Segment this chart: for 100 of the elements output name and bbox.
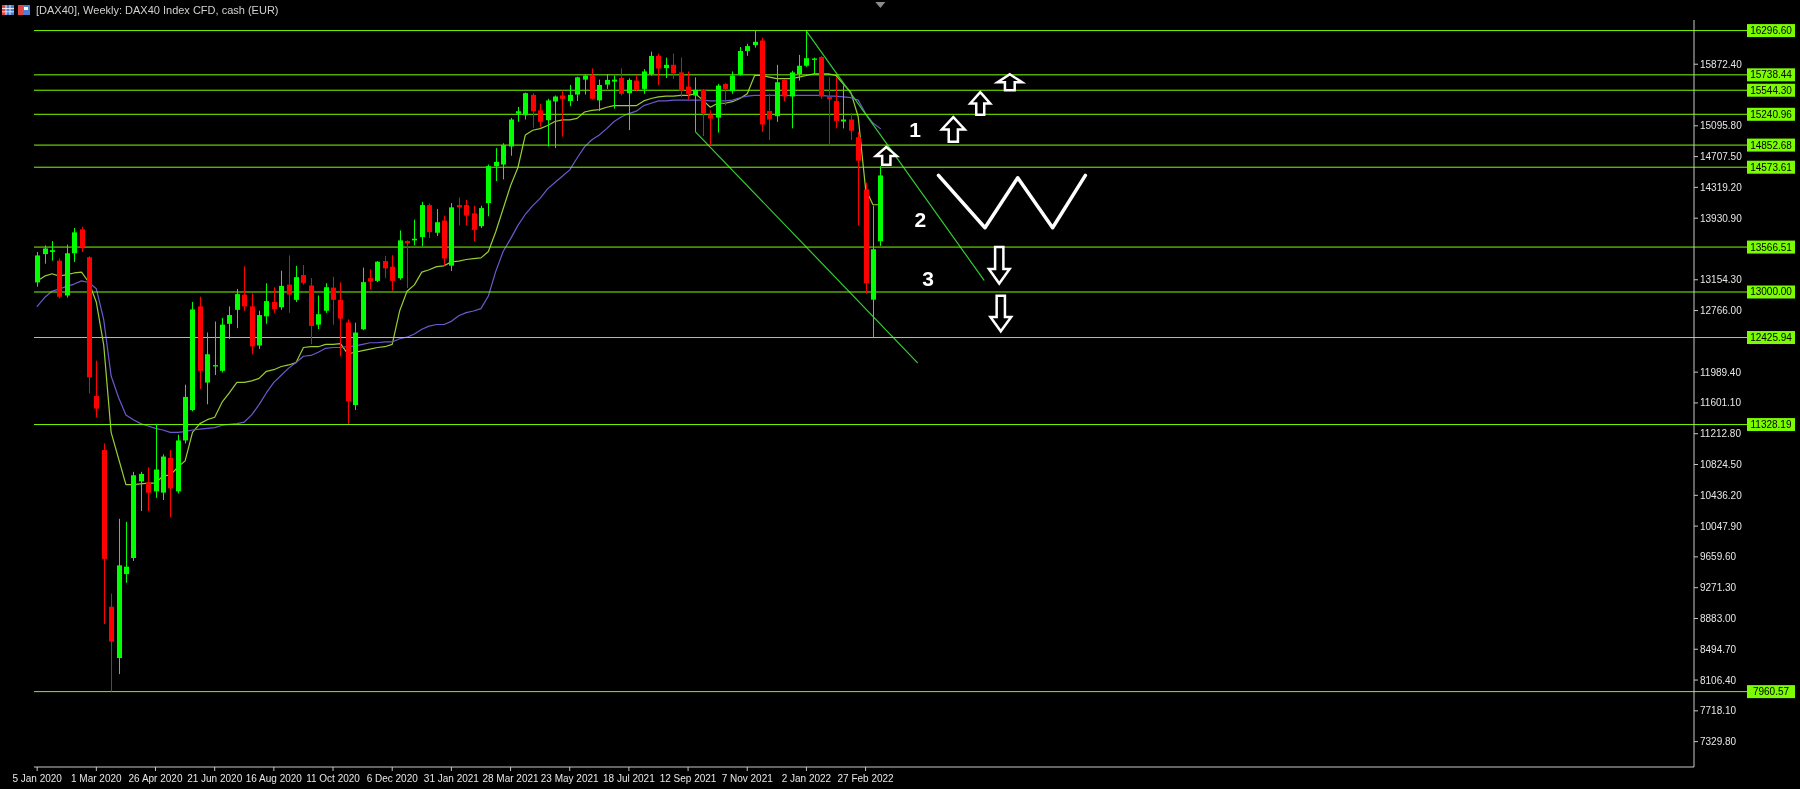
candlestick [827, 76, 832, 147]
y-tick-label: 8883.00 [1700, 612, 1737, 624]
y-tick-label: 15872.40 [1700, 58, 1743, 70]
candlestick [457, 197, 462, 227]
y-tick-label: 13154.30 [1700, 274, 1743, 286]
candlestick [568, 84, 573, 107]
x-tick-label: 28 Mar 2021 [482, 773, 540, 784]
candlestick [272, 286, 277, 314]
candlestick [656, 53, 661, 86]
candlestick [560, 90, 565, 138]
ref-line-label: 7960.57 [1752, 686, 1790, 698]
candlestick [642, 68, 647, 95]
y-tick-label: 10047.90 [1700, 520, 1743, 532]
x-tick-label: 5 Jan 2020 [12, 773, 63, 784]
ref-line-label: 15544.30 [1750, 84, 1793, 96]
ref-line-label: 14852.68 [1750, 139, 1793, 151]
candlestick [575, 76, 580, 102]
x-tick-label: 27 Feb 2022 [837, 773, 895, 784]
candlestick [649, 51, 654, 77]
candlestick [701, 88, 706, 137]
x-tick-label: 2 Jan 2022 [781, 773, 832, 784]
candlestick [590, 67, 595, 101]
candlestick [235, 288, 240, 329]
candlestick [597, 79, 602, 112]
ref-line-label: 14573.61 [1750, 161, 1793, 173]
candlestick [686, 70, 691, 101]
candlestick [227, 305, 232, 340]
annotation: 1 [909, 118, 922, 142]
x-tick-label: 12 Sep 2021 [659, 773, 717, 784]
candlestick [264, 282, 269, 325]
candlestick [464, 199, 469, 227]
candlestick [72, 227, 77, 263]
y-tick-label: 15095.80 [1700, 120, 1743, 132]
candlestick [324, 282, 329, 314]
candlestick [287, 254, 292, 314]
candlestick [94, 360, 99, 418]
y-tick-label: 8106.40 [1700, 674, 1737, 686]
candlestick [294, 265, 299, 303]
ref-line-label: 15738.44 [1750, 69, 1793, 81]
candlestick [856, 131, 861, 227]
ref-line-label: 11328.19 [1750, 419, 1792, 431]
y-tick-label: 12766.00 [1700, 305, 1743, 317]
y-tick-label: 7718.10 [1700, 705, 1737, 717]
candlestick [390, 254, 395, 292]
x-tick-label: 21 Jun 2020 [187, 773, 243, 784]
candlestick [841, 85, 846, 129]
candlestick [804, 30, 809, 68]
candlestick [849, 112, 854, 141]
y-tick-label: 7329.80 [1700, 736, 1737, 748]
candlestick [50, 240, 55, 262]
ref-line-label: 12425.94 [1750, 332, 1793, 344]
x-tick-label: 31 Jan 2021 [423, 773, 480, 784]
candlestick [494, 147, 499, 182]
candlestick [338, 281, 343, 357]
candlestick [738, 46, 743, 77]
candlestick [316, 294, 321, 330]
candlestick [723, 82, 728, 106]
candlestick [80, 226, 85, 253]
candlestick [154, 423, 159, 499]
y-tick-label: 9659.60 [1700, 551, 1737, 563]
x-tick-label: 16 Aug 2020 [245, 773, 303, 784]
x-tick-label: 7 Nov 2021 [721, 773, 774, 784]
y-tick-label: 11212.80 [1700, 428, 1742, 440]
candlestick [730, 70, 735, 95]
y-tick-label: 13930.90 [1700, 212, 1743, 224]
y-tick-label: 10824.50 [1700, 459, 1743, 471]
candlestick [671, 53, 676, 80]
candlestick [472, 205, 477, 242]
candlestick [242, 265, 247, 312]
ref-line-label: 13566.51 [1750, 241, 1793, 253]
x-tick-label: 11 Oct 2020 [306, 773, 361, 784]
candlestick [797, 54, 802, 82]
y-tick-label: 14319.20 [1700, 181, 1743, 193]
candlestick [834, 76, 839, 129]
ref-line-label: 13000.00 [1750, 286, 1793, 298]
candlestick [679, 57, 684, 98]
candlestick [501, 142, 506, 180]
candlestick [368, 268, 373, 290]
candlestick [405, 239, 410, 289]
y-tick-label: 11989.40 [1700, 366, 1742, 378]
x-tick-label: 26 Apr 2020 [128, 773, 183, 784]
ref-line-label: 16296.60 [1750, 25, 1793, 37]
candlestick [538, 103, 543, 128]
annotation: 2 [914, 207, 927, 231]
candlestick [767, 93, 772, 141]
candlestick [139, 471, 144, 512]
y-tick-label: 8494.70 [1700, 643, 1737, 655]
candlestick [375, 260, 380, 283]
annotation: 3 [922, 266, 934, 290]
candlestick [531, 92, 536, 129]
candlestick [301, 264, 306, 286]
y-tick-label: 9271.30 [1700, 582, 1737, 594]
candlestick [523, 92, 528, 121]
candlestick [383, 255, 388, 279]
candlestick [612, 75, 617, 110]
x-tick-label: 6 Dec 2020 [366, 773, 419, 784]
y-tick-label: 14707.50 [1700, 151, 1743, 163]
candlestick [479, 205, 484, 229]
candlestick [279, 270, 284, 311]
candlestick [782, 78, 787, 102]
